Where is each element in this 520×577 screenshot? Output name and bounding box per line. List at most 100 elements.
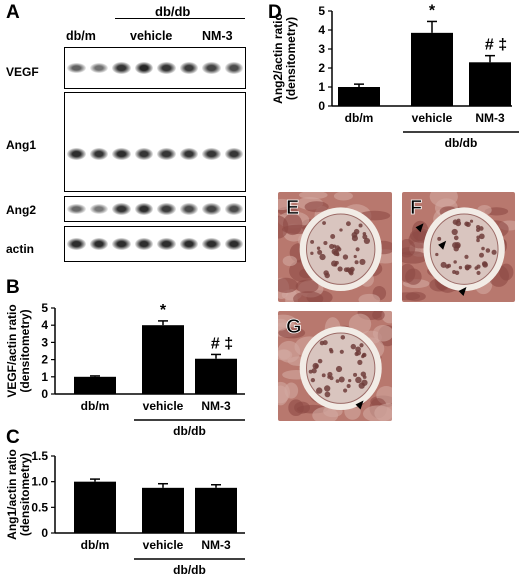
- category-label: NM-3: [201, 399, 231, 413]
- cell-nucleus: [317, 249, 323, 255]
- cell-nucleus: [328, 347, 333, 352]
- blot-ang1: [64, 92, 246, 192]
- arrowhead-icon: [438, 240, 447, 250]
- y-tick-label: 5: [41, 301, 48, 315]
- blot-band: [179, 147, 198, 160]
- tissue-texture: [278, 340, 301, 363]
- y-tick-label: 4: [41, 318, 48, 332]
- cell-nucleus: [337, 266, 343, 272]
- cell-nucleus: [481, 246, 485, 251]
- cell-nucleus: [322, 340, 328, 346]
- panel-b-letter: B: [6, 277, 20, 298]
- blot-band: [157, 238, 176, 250]
- tissue-texture: [293, 291, 324, 302]
- cell-nucleus: [469, 219, 474, 223]
- tissue-texture: [278, 385, 289, 406]
- blot-band: [157, 203, 176, 215]
- cell-nucleus: [476, 238, 480, 243]
- cell-nucleus: [478, 233, 485, 240]
- arrowhead-icon: [415, 223, 424, 233]
- cell-nucleus: [362, 232, 367, 236]
- cell-nucleus: [343, 267, 349, 273]
- cell-nucleus: [335, 365, 343, 373]
- micrograph-g: G: [278, 311, 392, 421]
- micrograph-image: G: [278, 311, 392, 421]
- blot-band: [112, 238, 131, 250]
- blot-band: [67, 147, 86, 160]
- y-tick-label: 0: [41, 387, 48, 401]
- tissue-texture: [288, 399, 304, 417]
- y-tick-label: 1.5: [31, 449, 48, 463]
- y-tick-label: 0.5: [31, 500, 48, 514]
- bar: [195, 358, 237, 394]
- cell-nucleus: [327, 371, 333, 378]
- blot-band: [157, 147, 176, 160]
- cell-nucleus: [339, 349, 344, 354]
- cell-nucleus: [355, 346, 361, 352]
- tissue-texture: [295, 279, 319, 294]
- cell-nucleus: [331, 248, 338, 255]
- tissue-texture: [298, 192, 328, 200]
- y-axis-label: Ang1/actin ratio: [5, 449, 19, 540]
- blot-band: [134, 147, 153, 160]
- blot-band: [134, 203, 153, 215]
- blot-band: [112, 147, 131, 160]
- cell-nucleus: [324, 272, 330, 279]
- tissue-texture: [282, 255, 298, 267]
- group-label: db/db: [173, 424, 206, 438]
- y-tick-label: 3: [318, 42, 325, 56]
- blot-band: [134, 238, 153, 250]
- blot-band: [112, 203, 131, 215]
- cell-nucleus: [329, 243, 335, 250]
- tissue-texture: [278, 277, 299, 293]
- blot-band: [67, 203, 86, 215]
- tissue-texture: [402, 251, 428, 264]
- y-tick-label: 1: [41, 370, 48, 384]
- cell-nucleus: [311, 368, 317, 374]
- blot-band: [202, 203, 221, 215]
- significance-marker: *: [429, 2, 436, 19]
- y-axis-label: (densitometry): [18, 453, 32, 536]
- group-header-label: db/db: [155, 4, 191, 19]
- blot-vegf: [64, 47, 246, 89]
- bar: [74, 481, 116, 533]
- cell-nucleus: [323, 240, 328, 246]
- blot-band: [89, 62, 108, 74]
- micrograph-e: E: [278, 192, 392, 302]
- tissue-texture: [372, 324, 392, 342]
- cell-nucleus: [491, 249, 497, 255]
- cell-nucleus: [360, 371, 367, 377]
- tissue-texture: [372, 311, 385, 321]
- blot-band: [89, 147, 108, 160]
- lane-label-vehicle: vehicle: [130, 29, 173, 43]
- category-label: db/m: [345, 111, 374, 125]
- cell-nucleus: [316, 246, 321, 250]
- cell-nucleus: [353, 254, 357, 259]
- cell-nucleus: [345, 221, 351, 227]
- cell-nucleus: [330, 234, 336, 239]
- y-tick-label: 4: [318, 23, 325, 37]
- cell-nucleus: [321, 373, 326, 378]
- blot-band: [179, 238, 198, 250]
- cell-nucleus: [467, 264, 472, 269]
- blot-band: [89, 238, 108, 250]
- cell-nucleus: [453, 260, 457, 264]
- cell-nucleus: [359, 258, 366, 265]
- bar: [74, 376, 116, 394]
- cell-nucleus: [458, 265, 463, 270]
- cell-nucleus: [476, 264, 481, 269]
- bar: [469, 62, 511, 106]
- cell-nucleus: [324, 385, 331, 392]
- tissue-texture: [405, 291, 426, 302]
- cell-nucleus: [482, 262, 488, 268]
- db-db-bracket-line: [115, 18, 245, 19]
- cell-nucleus: [331, 260, 338, 267]
- cell-nucleus: [334, 245, 341, 251]
- y-axis-label: (densitometry): [18, 309, 32, 392]
- blot-band: [202, 62, 221, 74]
- y-tick-label: 5: [318, 4, 325, 18]
- cell-nucleus: [348, 378, 352, 383]
- group-label: db/db: [445, 136, 478, 150]
- category-label: NM-3: [201, 538, 231, 552]
- cell-nucleus: [355, 247, 360, 252]
